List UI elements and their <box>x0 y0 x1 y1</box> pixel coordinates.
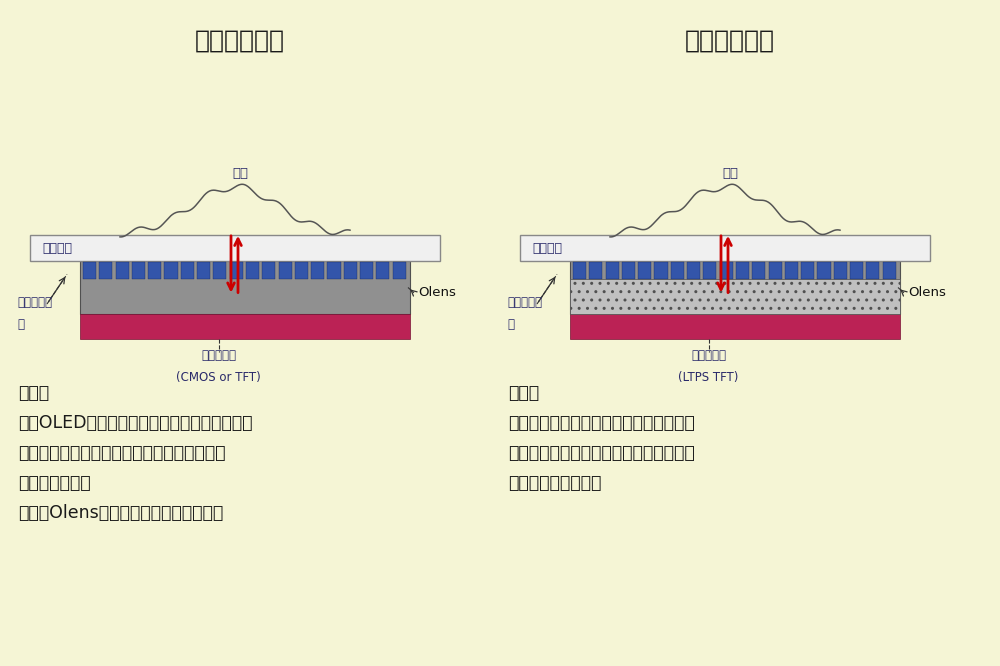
Bar <box>295 262 308 278</box>
Bar <box>80 261 410 314</box>
Bar <box>83 262 96 278</box>
Bar <box>801 262 814 278</box>
Bar <box>213 262 226 278</box>
Text: 盖板玻璃: 盖板玻璃 <box>42 242 72 254</box>
Bar <box>181 262 194 278</box>
Bar <box>769 262 782 278</box>
Bar <box>570 279 900 314</box>
Text: 手指: 手指 <box>232 167 248 180</box>
Bar <box>262 262 275 278</box>
Text: 触摸板和屏: 触摸板和屏 <box>507 296 542 309</box>
Text: 超声波生成指纹图像: 超声波生成指纹图像 <box>508 474 601 492</box>
Text: (LTPS TFT): (LTPS TFT) <box>678 371 739 384</box>
Bar <box>327 262 341 278</box>
Bar <box>570 314 900 339</box>
Text: 图像传感器: 图像传感器 <box>201 349 236 362</box>
Text: 幕: 幕 <box>507 318 514 331</box>
Bar <box>703 262 716 278</box>
Bar <box>246 262 259 278</box>
Bar <box>376 262 389 278</box>
Text: 表皮接触面反射，图像传感器利用反射的: 表皮接触面反射，图像传感器利用反射的 <box>508 444 695 462</box>
Bar <box>230 262 243 278</box>
Text: 光学指纹模组: 光学指纹模组 <box>195 29 285 53</box>
Text: 光生成指纹图像: 光生成指纹图像 <box>18 474 91 492</box>
Text: 盖板玻璃: 盖板玻璃 <box>532 242 562 254</box>
Text: 幕: 幕 <box>17 318 24 331</box>
Bar <box>752 262 765 278</box>
Bar <box>638 262 651 278</box>
Text: Olens: Olens <box>418 286 456 299</box>
Bar <box>834 262 847 278</box>
Bar <box>817 262 831 278</box>
Text: 利用压电材料产生超声波，超声波在手指: 利用压电材料产生超声波，超声波在手指 <box>508 414 695 432</box>
Bar <box>344 262 357 278</box>
Bar <box>866 262 879 278</box>
Text: 超声指纹模组: 超声指纹模组 <box>685 29 775 53</box>
Bar <box>148 262 161 278</box>
Bar <box>671 262 684 278</box>
Bar <box>30 235 440 261</box>
Bar <box>279 262 292 278</box>
Bar <box>720 262 733 278</box>
Text: 使用OLED显示器的发光作为光源，光线在手指: 使用OLED显示器的发光作为光源，光线在手指 <box>18 414 252 432</box>
Text: 手指: 手指 <box>722 167 738 180</box>
Bar <box>570 261 900 314</box>
Bar <box>883 262 896 278</box>
Text: 触摸板和屏: 触摸板和屏 <box>17 296 52 309</box>
Bar <box>360 262 373 278</box>
Bar <box>736 262 749 278</box>
Text: 原理：: 原理： <box>508 384 539 402</box>
Bar <box>589 262 602 278</box>
Bar <box>164 262 178 278</box>
Bar <box>654 262 668 278</box>
Text: 表皮接触面产生反射光，图像传感器利用反射: 表皮接触面产生反射光，图像传感器利用反射 <box>18 444 226 462</box>
Text: 原理：: 原理： <box>18 384 49 402</box>
Bar <box>393 262 406 278</box>
Bar <box>99 262 112 278</box>
Bar <box>116 262 129 278</box>
Bar <box>606 262 619 278</box>
Bar <box>311 262 324 278</box>
Text: （使用Olens来防止散射光的信号串扰）: （使用Olens来防止散射光的信号串扰） <box>18 504 223 522</box>
Bar <box>80 314 410 339</box>
Text: (CMOS or TFT): (CMOS or TFT) <box>176 371 261 384</box>
Text: Olens: Olens <box>908 286 946 299</box>
Bar <box>520 235 930 261</box>
Text: 图像传感器: 图像传感器 <box>691 349 726 362</box>
Bar <box>622 262 635 278</box>
Bar <box>687 262 700 278</box>
Bar <box>785 262 798 278</box>
Bar <box>132 262 145 278</box>
Bar <box>197 262 210 278</box>
Bar <box>850 262 863 278</box>
Bar <box>573 262 586 278</box>
